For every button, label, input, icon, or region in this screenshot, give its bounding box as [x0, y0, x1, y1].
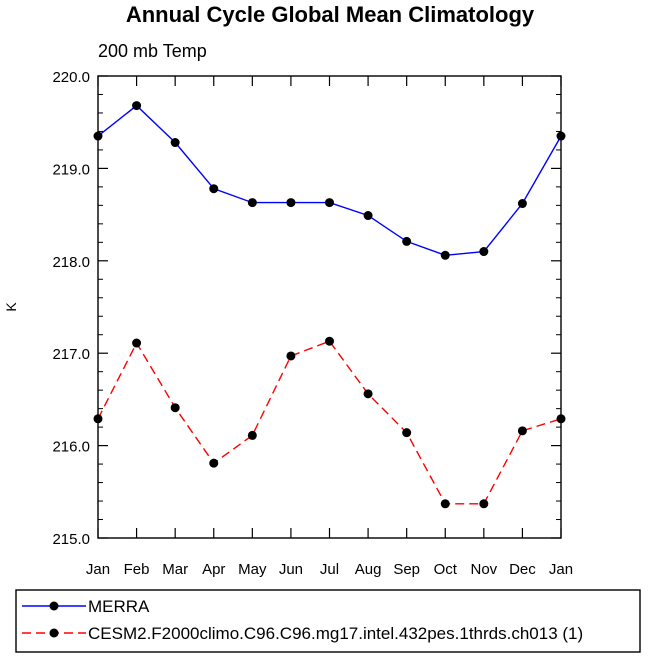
series-0-point	[517, 199, 527, 209]
chart-subtitle: 200 mb Temp	[98, 41, 207, 61]
series-1-point	[247, 430, 257, 440]
x-tick-label: Mar	[162, 561, 188, 578]
series-line-1	[97, 340, 562, 505]
plot-frame	[97, 75, 562, 539]
series-0-point	[93, 131, 103, 141]
series-0-point	[479, 247, 489, 257]
legend-box	[15, 589, 641, 653]
series-0-point	[286, 198, 296, 208]
series-line-0	[97, 104, 562, 257]
series-0-point	[440, 250, 450, 260]
series-1-point	[286, 351, 296, 361]
y-tick-label: 216.0	[52, 439, 90, 456]
series-0-point	[556, 131, 566, 141]
series-1-point	[479, 499, 489, 509]
chart-title: Annual Cycle Global Mean Climatology	[126, 2, 535, 27]
legend-label-1: CESM2.F2000climo.C96.C96.mg17.intel.432p…	[88, 624, 583, 643]
legend-label-0: MERRA	[88, 597, 150, 616]
x-tick-label: Sep	[393, 561, 420, 578]
series-1-point	[363, 389, 373, 399]
series-0-point	[247, 198, 257, 208]
x-tick-label: Jun	[279, 561, 303, 578]
series-1-point	[93, 414, 103, 424]
x-tick-label: Jan	[86, 561, 110, 578]
legend-marker-1	[49, 628, 59, 638]
y-tick-label: 219.0	[52, 161, 90, 178]
series-1-point	[325, 336, 334, 346]
series-0-point	[132, 101, 142, 111]
y-tick-label: 220.0	[52, 69, 90, 86]
series-0-point	[402, 236, 412, 246]
series-1-point	[440, 499, 450, 509]
x-tick-label: Nov	[470, 561, 497, 578]
y-tick-label: 217.0	[52, 346, 90, 363]
legend-marker-0	[49, 601, 59, 611]
series-1-point	[209, 458, 219, 468]
series-1-point	[517, 426, 527, 436]
x-tick-label: Oct	[434, 561, 458, 578]
y-tick-label: 218.0	[52, 254, 90, 271]
series-1-point	[132, 338, 142, 348]
x-tick-label: Jul	[320, 561, 339, 578]
x-tick-label: May	[238, 561, 267, 578]
x-tick-label: Feb	[124, 561, 150, 578]
series-0-point	[170, 138, 180, 148]
series-0-point	[363, 211, 373, 221]
plot-series	[93, 101, 566, 509]
y-tick-label: 215.0	[52, 531, 90, 548]
series-0-point	[325, 198, 334, 208]
x-tick-label: Jan	[549, 561, 573, 578]
x-tick-label: Dec	[509, 561, 536, 578]
series-0-point	[209, 184, 219, 194]
legend: MERRA CESM2.F2000climo.C96.C96.mg17.intel…	[22, 597, 583, 643]
x-tick-label: Apr	[202, 561, 225, 578]
series-1-point	[170, 403, 180, 413]
axis-ticks: Jan Feb Mar Apr May Jun Jul Aug Sep Oct Nov Dec Jan 2…	[52, 69, 573, 578]
series-1-point	[402, 428, 412, 438]
series-1-point	[556, 414, 566, 424]
y-axis-label: K	[3, 302, 19, 312]
x-tick-label: Aug	[355, 561, 382, 578]
